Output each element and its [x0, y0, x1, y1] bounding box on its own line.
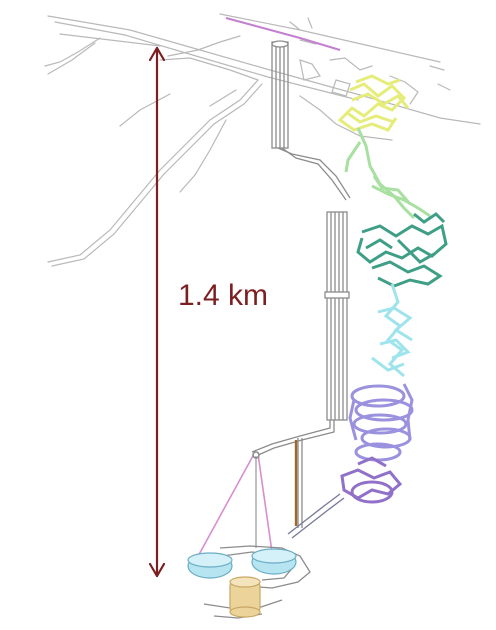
surface-roads [44, 13, 481, 267]
pink-surface-line [225, 17, 341, 51]
depth-arrow [148, 46, 166, 578]
main-shaft-upper [271, 40, 351, 201]
gold-hall [229, 576, 261, 618]
ramp-lower-section [371, 283, 413, 378]
ramp-upper-section [344, 127, 431, 220]
incline-tunnel [287, 493, 345, 539]
main-shaft-lower [251, 211, 350, 528]
blue-hall-right [251, 548, 297, 575]
depth-label: 1.4 km [178, 279, 269, 312]
ramp-top-section [337, 74, 410, 132]
ramp-bottom-section [340, 456, 403, 504]
pink-chamber-lines [195, 451, 273, 561]
ramp-loops-section [348, 383, 414, 462]
blue-hall-left [187, 552, 233, 579]
ramp-mid-section [356, 212, 448, 288]
